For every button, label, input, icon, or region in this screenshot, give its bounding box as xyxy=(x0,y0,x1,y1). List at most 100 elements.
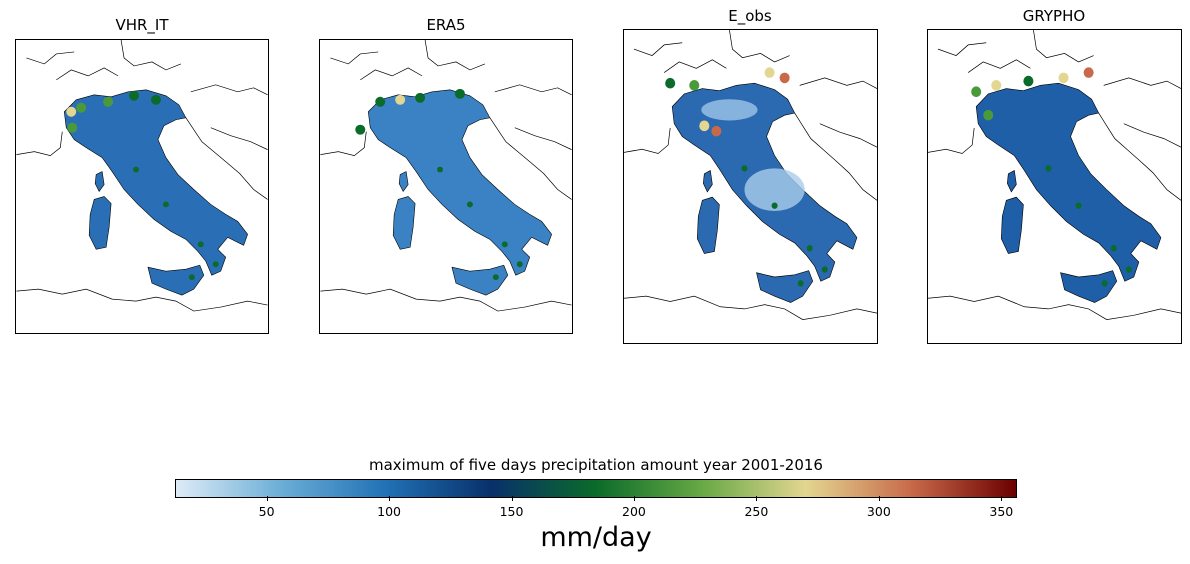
map-panel-grypho xyxy=(927,29,1182,344)
country-border xyxy=(494,84,572,96)
country-border xyxy=(819,123,877,148)
country-border xyxy=(26,51,75,65)
italy-landmass xyxy=(63,89,248,276)
high-precip-patch xyxy=(76,102,87,113)
high-precip-patch xyxy=(66,106,77,117)
high-precip-patch xyxy=(162,201,169,208)
high-precip-patch xyxy=(212,261,219,268)
colorbar-tick-label: 300 xyxy=(866,504,891,519)
sicily-landmass xyxy=(451,264,509,296)
map-panel-era5 xyxy=(319,39,573,334)
colorbar-tick xyxy=(511,496,513,501)
low-precip-area xyxy=(744,168,805,211)
colorbar-tick-label: 250 xyxy=(744,504,769,519)
high-precip-patch xyxy=(699,120,710,132)
high-precip-patch xyxy=(501,241,508,248)
colorbar-tick xyxy=(389,496,391,501)
sicily-landmass xyxy=(756,270,814,303)
colorbar-tick xyxy=(266,496,268,501)
italy-precip-map-era5 xyxy=(320,40,572,312)
high-precip-patch xyxy=(492,274,499,281)
high-precip-patch xyxy=(1110,245,1117,252)
high-precip-patch xyxy=(711,125,722,137)
colorbar-tick-label: 50 xyxy=(258,504,275,519)
sardinia-landmass xyxy=(392,196,416,250)
high-precip-patch xyxy=(991,80,1002,91)
high-precip-patch xyxy=(779,72,790,84)
high-precip-patch xyxy=(454,88,465,99)
map-panel-e-obs xyxy=(623,29,878,344)
country-border xyxy=(624,295,877,320)
high-precip-patch xyxy=(150,94,161,105)
high-precip-patch xyxy=(188,274,195,281)
high-precip-patch xyxy=(1023,75,1034,87)
country-border xyxy=(190,84,268,96)
italy-precip-map-grypho xyxy=(928,30,1181,320)
low-precip-area xyxy=(701,99,758,121)
italy-precip-map-vhr-it xyxy=(16,40,268,312)
panel-title-vhr-it: VHR_IT xyxy=(115,16,169,34)
country-border xyxy=(928,127,975,154)
country-border xyxy=(320,288,572,312)
colorbar-tick xyxy=(633,496,635,501)
map-geography xyxy=(624,30,877,320)
sardinia-landmass xyxy=(88,196,112,250)
country-border xyxy=(967,59,1031,73)
high-precip-patch xyxy=(437,166,444,173)
colorbar-tick-label: 350 xyxy=(989,504,1014,519)
country-border xyxy=(729,30,790,63)
country-border xyxy=(794,112,877,201)
high-precip-patch xyxy=(1075,202,1082,209)
panel-title-era5: ERA5 xyxy=(426,16,466,34)
high-precip-patch xyxy=(67,122,78,133)
country-border xyxy=(330,51,379,65)
high-precip-patch xyxy=(395,94,406,105)
country-border xyxy=(663,59,727,73)
corsica-landmass xyxy=(398,171,409,193)
sardinia-landmass xyxy=(1000,196,1024,254)
country-border xyxy=(633,42,683,56)
high-precip-patch xyxy=(741,165,748,172)
country-border xyxy=(489,117,572,200)
high-precip-patch xyxy=(129,90,140,101)
colorbar-unit-label: mm/day xyxy=(540,522,652,553)
high-precip-patch xyxy=(771,202,778,209)
colorbar-tick xyxy=(878,496,880,501)
italy-landmass xyxy=(367,89,552,276)
high-precip-patch xyxy=(971,86,982,98)
colorbar-tick-label: 100 xyxy=(377,504,401,519)
map-panel-vhr-it xyxy=(15,39,269,334)
high-precip-patch xyxy=(983,109,994,121)
high-precip-patch xyxy=(797,280,804,287)
country-border xyxy=(120,40,181,71)
corsica-landmass xyxy=(1007,170,1017,193)
colorbar-title: maximum of five days precipitation amoun… xyxy=(369,456,823,474)
high-precip-patch xyxy=(1045,165,1052,172)
country-border xyxy=(799,77,877,89)
italy-landmass xyxy=(975,82,1162,282)
sicily-landmass xyxy=(1060,270,1118,303)
panel-title-e-obs: E_obs xyxy=(728,7,772,25)
high-precip-patch xyxy=(355,124,366,135)
high-precip-patch xyxy=(1058,72,1069,84)
country-border xyxy=(514,127,572,150)
high-precip-patch xyxy=(375,96,386,107)
map-geography xyxy=(16,40,268,312)
country-border xyxy=(937,42,987,56)
high-precip-patch xyxy=(1101,280,1108,287)
sicily-landmass xyxy=(147,264,205,296)
country-border xyxy=(1103,77,1181,89)
panel-title-grypho: GRYPHO xyxy=(1022,7,1086,25)
colorbar-ticks: 50 100 150 200 250 300 350 xyxy=(175,496,1017,520)
country-border xyxy=(928,295,1181,320)
high-precip-patch xyxy=(821,266,828,273)
colorbar-tick xyxy=(756,496,758,501)
high-precip-patch xyxy=(1125,266,1132,273)
high-precip-patch xyxy=(665,77,676,89)
sardinia-landmass xyxy=(696,196,720,254)
colorbar xyxy=(175,479,1017,498)
high-precip-patch xyxy=(197,241,204,248)
country-border xyxy=(210,127,268,150)
high-precip-patch xyxy=(133,166,140,173)
country-border xyxy=(1033,30,1094,63)
